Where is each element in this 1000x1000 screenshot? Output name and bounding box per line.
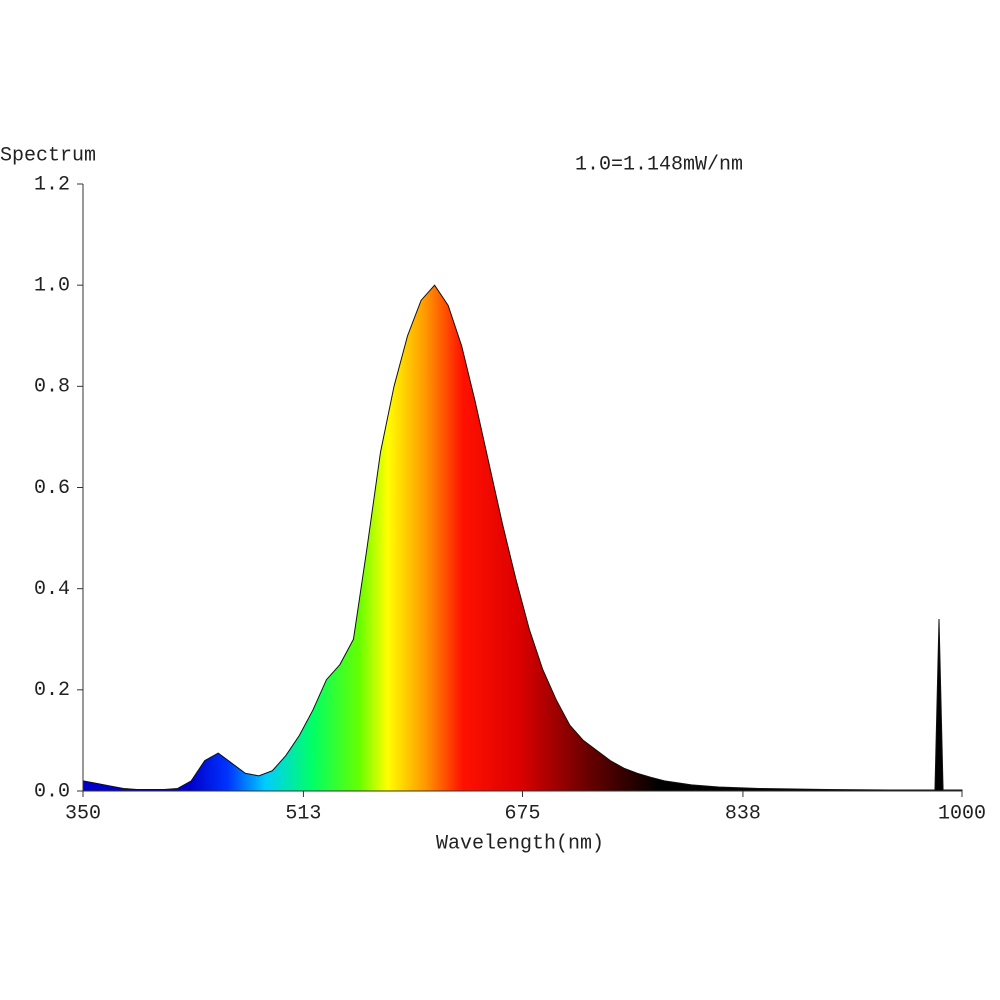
y-tick-label: 0.2 — [34, 679, 70, 702]
spectrum-area — [82, 284, 963, 792]
y-tick-label: 1.0 — [34, 274, 70, 297]
x-tick-label: 513 — [285, 802, 321, 825]
y-tick-label: 0.0 — [34, 780, 70, 803]
x-tick-label: 350 — [65, 802, 101, 825]
x-tick-label: 1000 — [938, 802, 986, 825]
x-tick-label: 675 — [504, 802, 540, 825]
x-tick-label: 838 — [725, 802, 761, 825]
y-tick-label: 0.6 — [34, 477, 70, 500]
y-tick-label: 0.8 — [34, 376, 70, 399]
annotation: 1.0=1.148mW/nm — [575, 153, 743, 176]
x-axis-label: Wavelength(nm) — [436, 832, 604, 855]
plot: 0.0 0.2 0.4 0.6 0.8 1.0 1.2 350 513 675 838 1000 — [34, 173, 986, 825]
y-tick-label: 1.2 — [34, 173, 70, 196]
y-axis-label: Spectrum — [0, 144, 96, 167]
y-tick-label: 0.4 — [34, 578, 70, 601]
